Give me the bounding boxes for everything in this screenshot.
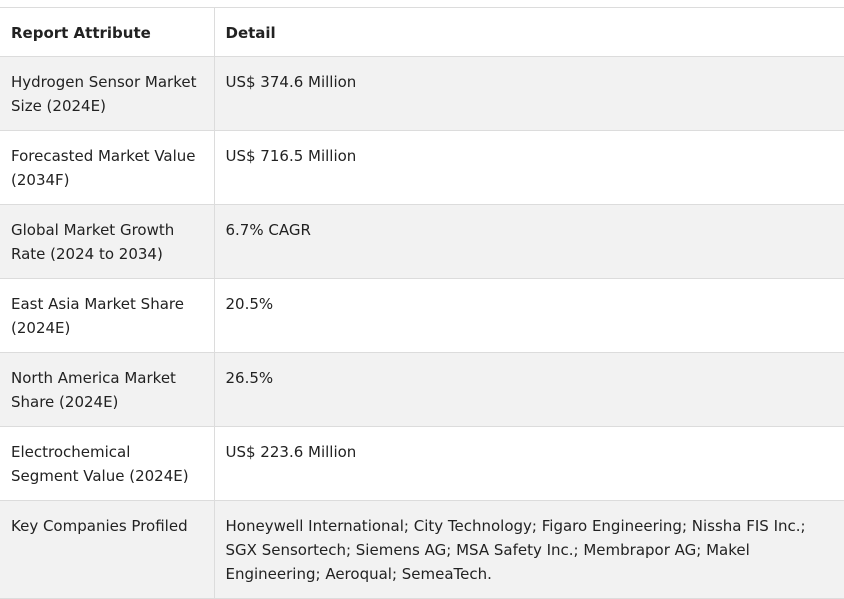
table-row: Key Companies Profiled Honeywell Interna… (0, 500, 844, 599)
table-row: North America Market Share (2024E) 26.5% (0, 352, 844, 427)
detail-cell: 26.5% (213, 352, 844, 427)
detail-cell: US$ 374.6 Million (213, 56, 844, 131)
table-row: Hydrogen Sensor Market Size (2024E) US$ … (0, 56, 844, 131)
attribute-cell: Electrochemical Segment Value (2024E) (0, 426, 214, 501)
detail-cell: US$ 223.6 Million (213, 426, 844, 501)
table-row: Global Market Growth Rate (2024 to 2034)… (0, 204, 844, 279)
detail-cell: 20.5% (213, 278, 844, 353)
report-attributes-table-container: Report Attribute Detail Hydrogen Sensor … (0, 7, 844, 599)
attribute-cell: Hydrogen Sensor Market Size (2024E) (0, 56, 214, 131)
attribute-cell: East Asia Market Share (2024E) (0, 278, 214, 353)
table-header-row: Report Attribute Detail (0, 7, 844, 57)
table-row: Forecasted Market Value (2034F) US$ 716.… (0, 130, 844, 205)
attribute-cell: Key Companies Profiled (0, 500, 214, 599)
detail-cell: Honeywell International; City Technology… (213, 500, 844, 599)
table-row: East Asia Market Share (2024E) 20.5% (0, 278, 844, 353)
attribute-cell: Global Market Growth Rate (2024 to 2034) (0, 204, 214, 279)
attribute-cell: Forecasted Market Value (2034F) (0, 130, 214, 205)
detail-cell: 6.7% CAGR (213, 204, 844, 279)
detail-cell: US$ 716.5 Million (213, 130, 844, 205)
report-attributes-table: Report Attribute Detail Hydrogen Sensor … (0, 7, 844, 599)
header-report-attribute: Report Attribute (0, 7, 214, 57)
attribute-cell: North America Market Share (2024E) (0, 352, 214, 427)
header-detail: Detail (213, 7, 844, 57)
table-row: Electrochemical Segment Value (2024E) US… (0, 426, 844, 501)
